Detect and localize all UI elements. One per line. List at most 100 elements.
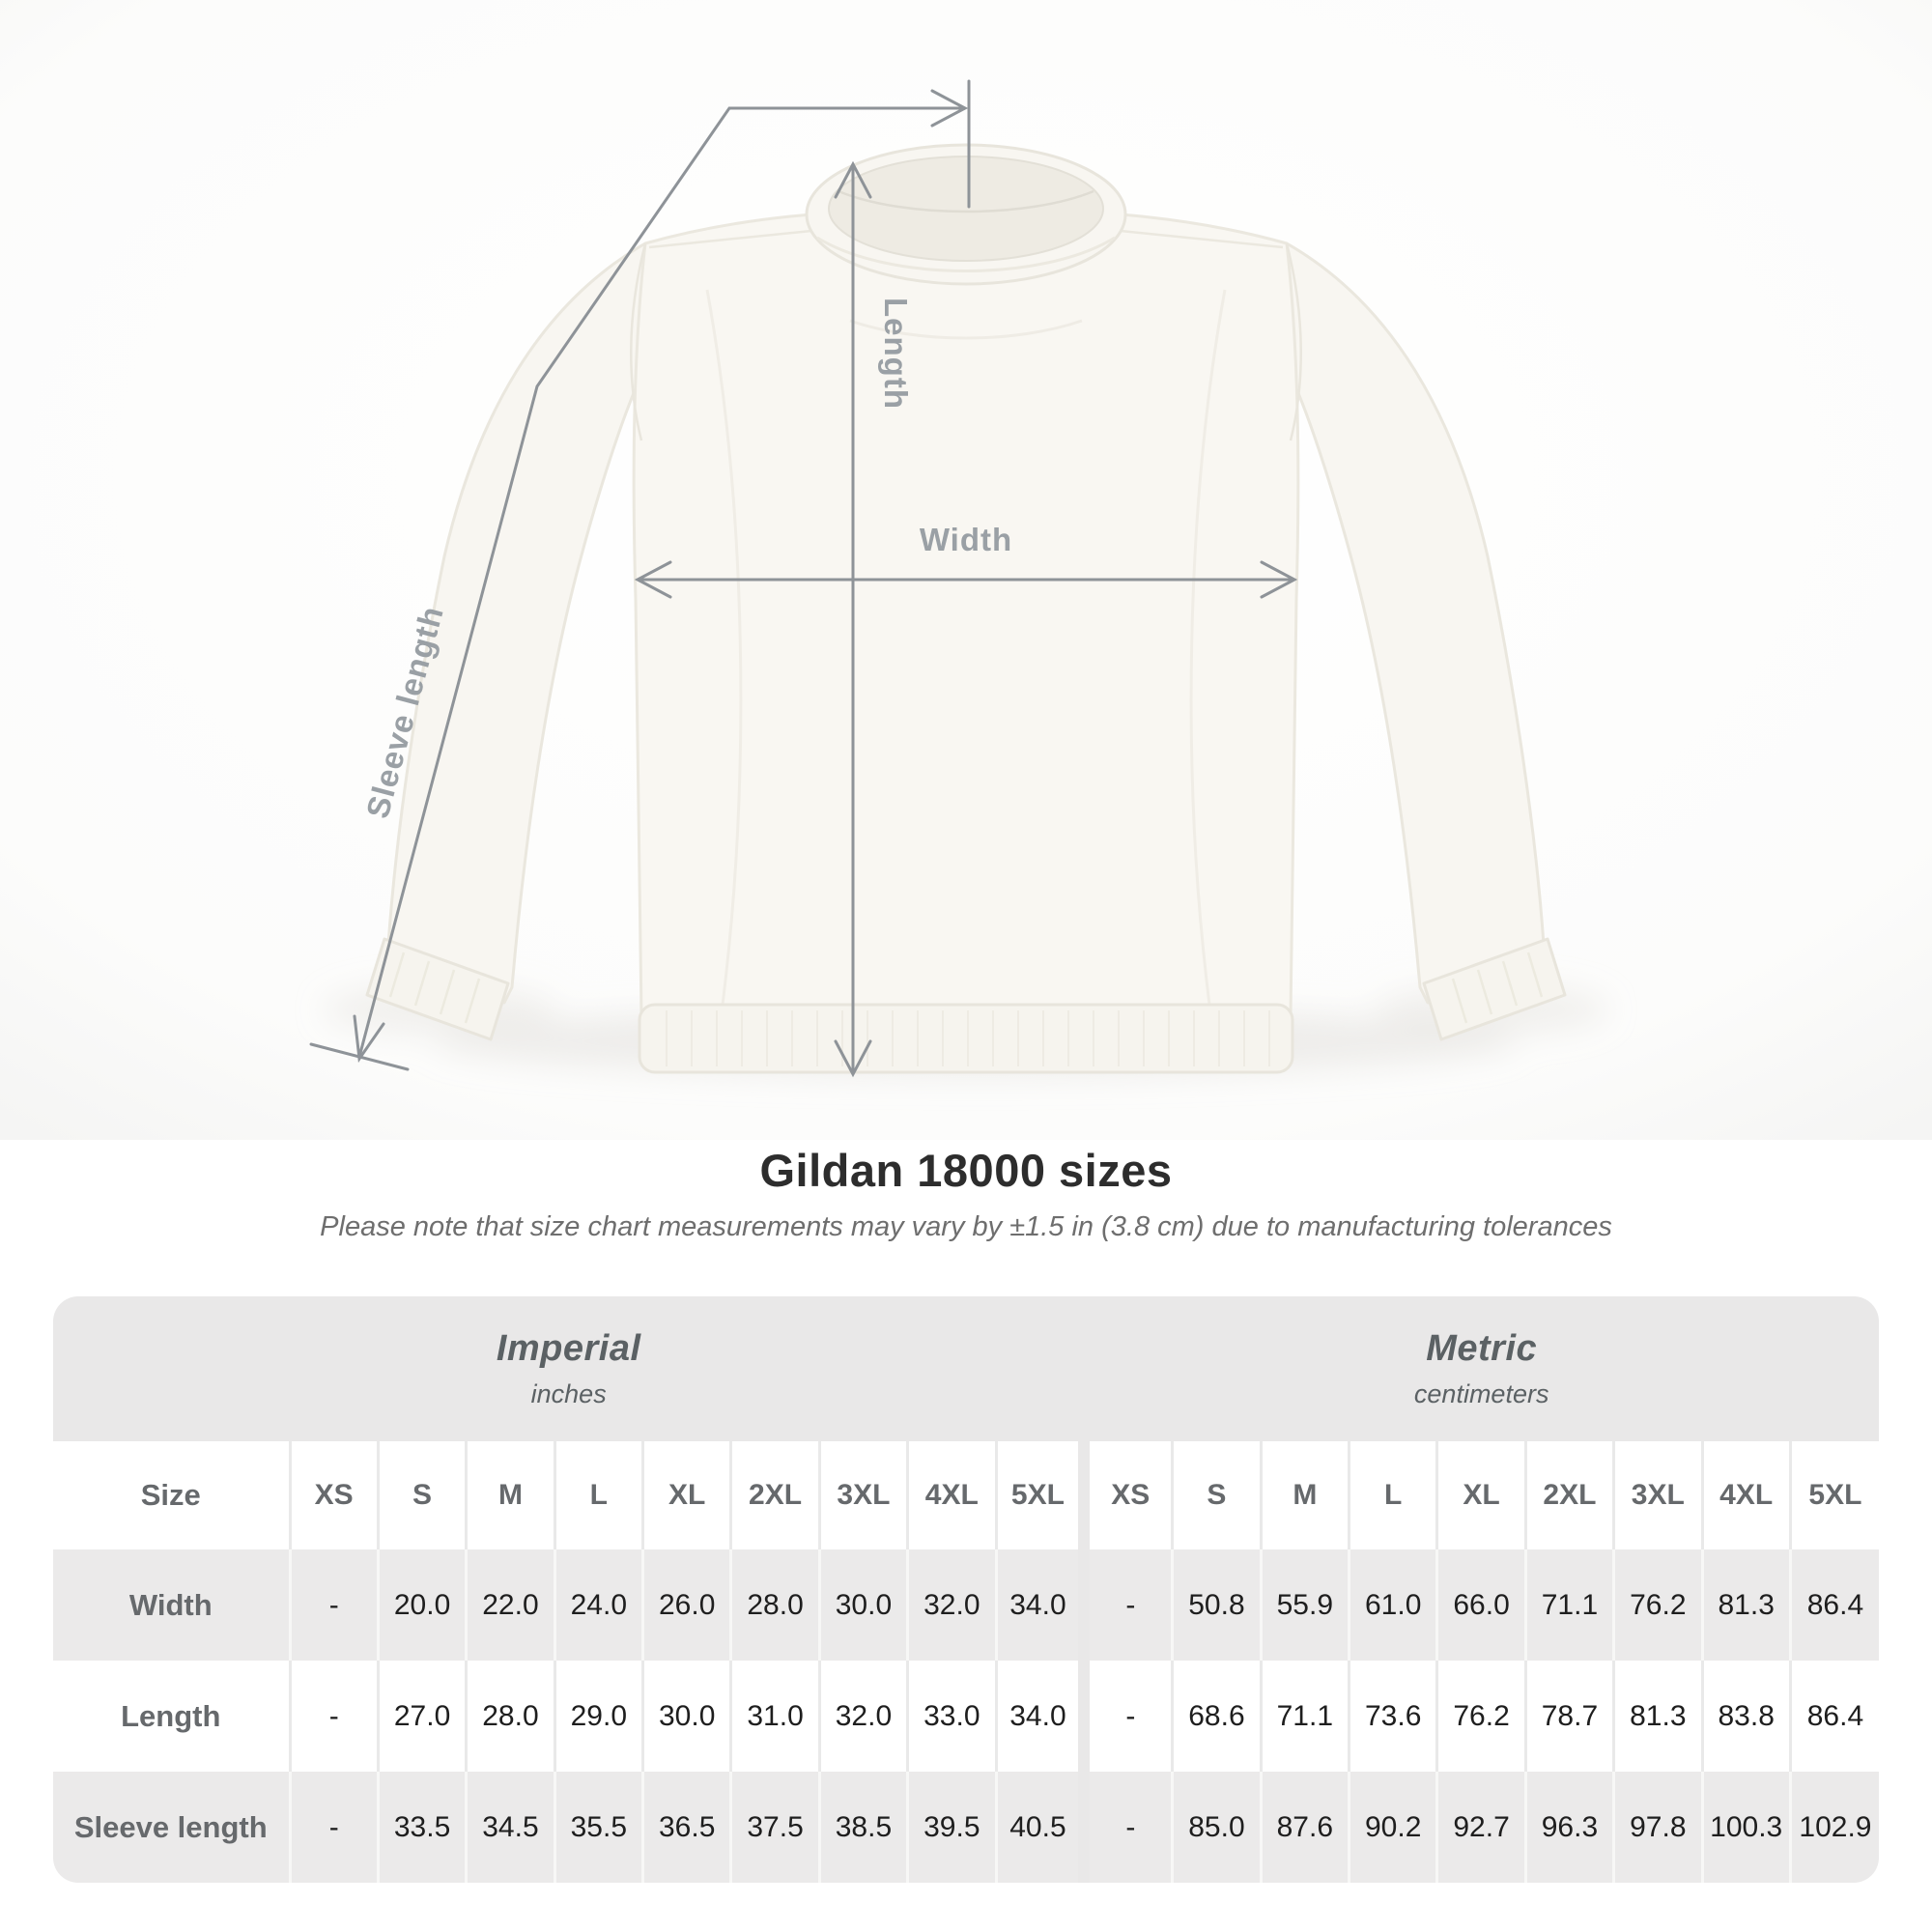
- value-cell: 61.0: [1347, 1549, 1437, 1661]
- sweatshirt-graphic: [365, 143, 1567, 1074]
- imperial-title: Imperial: [496, 1328, 641, 1369]
- size-col-header: S: [1171, 1441, 1262, 1549]
- value-cell: -: [1078, 1772, 1173, 1883]
- size-col-header: 4XL: [1700, 1441, 1791, 1549]
- page-title: Gildan 18000 sizes: [759, 1145, 1173, 1196]
- value-cell: -: [288, 1772, 379, 1883]
- value-cell: 71.1: [1523, 1549, 1614, 1661]
- size-header: Size: [53, 1441, 290, 1549]
- value-cell: -: [288, 1549, 379, 1661]
- value-cell: 76.2: [1435, 1661, 1526, 1772]
- value-cell: 102.9: [1788, 1772, 1879, 1883]
- value-cell: 97.8: [1612, 1772, 1702, 1883]
- size-col-header: 5XL: [1788, 1441, 1879, 1549]
- value-cell: 55.9: [1259, 1549, 1350, 1661]
- value-cell: 92.7: [1435, 1772, 1526, 1883]
- value-cell: -: [288, 1661, 379, 1772]
- table-row-width: Width - 20.0 22.0 24.0 26.0 28.0 30.0 32…: [53, 1549, 1879, 1661]
- value-cell: 37.5: [729, 1772, 820, 1883]
- value-cell: 28.0: [465, 1661, 555, 1772]
- value-cell: 20.0: [376, 1549, 467, 1661]
- value-cell: 90.2: [1347, 1772, 1437, 1883]
- value-cell: 36.5: [640, 1772, 731, 1883]
- value-cell: 83.8: [1700, 1661, 1791, 1772]
- value-cell: 27.0: [376, 1661, 467, 1772]
- value-cell: 66.0: [1435, 1549, 1526, 1661]
- size-col-header: L: [1347, 1441, 1437, 1549]
- size-col-header: 2XL: [1523, 1441, 1614, 1549]
- imperial-section-header: Imperial inches: [53, 1296, 1085, 1441]
- waistband-ribbing: [666, 1010, 1270, 1066]
- size-col-header: 2XL: [729, 1441, 820, 1549]
- value-cell: -: [1078, 1549, 1173, 1661]
- fold-lines: [630, 228, 1302, 1006]
- value-cell: 78.7: [1523, 1661, 1614, 1772]
- left-cuff: [365, 937, 510, 1041]
- length-arrow: [834, 160, 872, 1078]
- value-cell: 34.0: [994, 1661, 1085, 1772]
- value-cell: 85.0: [1171, 1772, 1262, 1883]
- size-col-header: L: [553, 1441, 643, 1549]
- value-cell: 68.6: [1171, 1661, 1262, 1772]
- value-cell: 87.6: [1259, 1772, 1350, 1883]
- value-cell: 81.3: [1612, 1661, 1702, 1772]
- unit-band-row: Imperial inches Metric centimeters: [53, 1296, 1879, 1441]
- value-cell: 35.5: [553, 1772, 643, 1883]
- imperial-unit: inches: [530, 1379, 607, 1408]
- value-cell: 34.0: [994, 1549, 1085, 1661]
- value-cell: 86.4: [1788, 1549, 1879, 1661]
- size-col-header: XL: [640, 1441, 731, 1549]
- value-cell: 24.0: [553, 1549, 643, 1661]
- value-cell: 38.5: [817, 1772, 908, 1883]
- width-arrow: [634, 560, 1298, 599]
- metric-title: Metric: [1426, 1328, 1538, 1369]
- waistband: [638, 1003, 1294, 1074]
- value-cell: 32.0: [906, 1549, 996, 1661]
- value-cell: 71.1: [1259, 1661, 1350, 1772]
- value-cell: 73.6: [1347, 1661, 1437, 1772]
- metric-unit: centimeters: [1413, 1379, 1549, 1408]
- value-cell: -: [1078, 1661, 1173, 1772]
- value-cell: 96.3: [1523, 1772, 1614, 1883]
- value-cell: 28.0: [729, 1549, 820, 1661]
- value-cell: 100.3: [1700, 1772, 1791, 1883]
- back-neck-seam: [838, 189, 1094, 213]
- row-label: Width: [53, 1549, 290, 1661]
- value-cell: 76.2: [1612, 1549, 1702, 1661]
- product-figure: Length Width Sleeve length: [0, 0, 1932, 1140]
- table-row-sleeve-length: Sleeve length - 33.5 34.5 35.5 36.5 37.5…: [53, 1772, 1879, 1883]
- value-cell: 30.0: [640, 1661, 731, 1772]
- size-col-header: XL: [1435, 1441, 1526, 1549]
- size-col-header: 3XL: [1612, 1441, 1702, 1549]
- row-label: Sleeve length: [53, 1772, 290, 1883]
- collar-ribbing: [816, 236, 1116, 272]
- size-col-header: M: [1259, 1441, 1350, 1549]
- value-cell: 29.0: [553, 1661, 643, 1772]
- size-col-header: XS: [1078, 1441, 1173, 1549]
- size-col-header: XS: [288, 1441, 379, 1549]
- value-cell: 33.5: [376, 1772, 467, 1883]
- value-cell: 50.8: [1171, 1549, 1262, 1661]
- value-cell: 33.0: [906, 1661, 996, 1772]
- value-cell: 81.3: [1700, 1549, 1791, 1661]
- size-col-header: 4XL: [906, 1441, 996, 1549]
- size-header-row: Size XS S M L XL 2XL 3XL 4XL 5XL XS S M …: [53, 1441, 1879, 1549]
- row-label: Length: [53, 1661, 290, 1772]
- value-cell: 26.0: [640, 1549, 731, 1661]
- metric-section-header: Metric centimeters: [1084, 1296, 1879, 1441]
- collar-opening: [828, 156, 1104, 262]
- value-cell: 22.0: [465, 1549, 555, 1661]
- size-col-header: 5XL: [994, 1441, 1085, 1549]
- size-col-header: M: [465, 1441, 555, 1549]
- size-col-header: 3XL: [817, 1441, 908, 1549]
- width-label: Width: [920, 522, 1012, 557]
- sweatshirt-diagram: Length Width Sleeve length: [0, 0, 1932, 1140]
- value-cell: 86.4: [1788, 1661, 1879, 1772]
- size-col-header: S: [376, 1441, 467, 1549]
- sleeve-length-arrow: [309, 79, 971, 1071]
- right-cuff: [1422, 937, 1567, 1041]
- value-cell: 40.5: [994, 1772, 1085, 1883]
- value-cell: 34.5: [465, 1772, 555, 1883]
- size-table: Imperial inches Metric centimeters Size …: [53, 1296, 1879, 1883]
